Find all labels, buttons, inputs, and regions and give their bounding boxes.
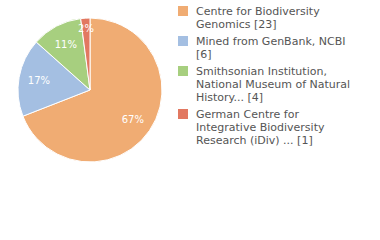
html-text:Mined from GenBank, NCBI [6]: Mined from GenBank, NCBI [6]: [196, 35, 346, 61]
svg-text:2%: 2%: [78, 23, 94, 34]
svg-text:67%: 67%: [122, 114, 144, 125]
svg-text:11%: 11%: [55, 39, 77, 50]
svg-text:17%: 17%: [28, 75, 50, 86]
html-text:Smithsonian Institution, Natio: Smithsonian Institution, National Museum…: [196, 65, 351, 104]
html-text:Centre for Biodiversity Genomi: Centre for Biodiversity Genomics [23]: [196, 5, 320, 31]
html-text:German Centre for Integrative: German Centre for Integrative Biodiversi…: [196, 108, 325, 147]
